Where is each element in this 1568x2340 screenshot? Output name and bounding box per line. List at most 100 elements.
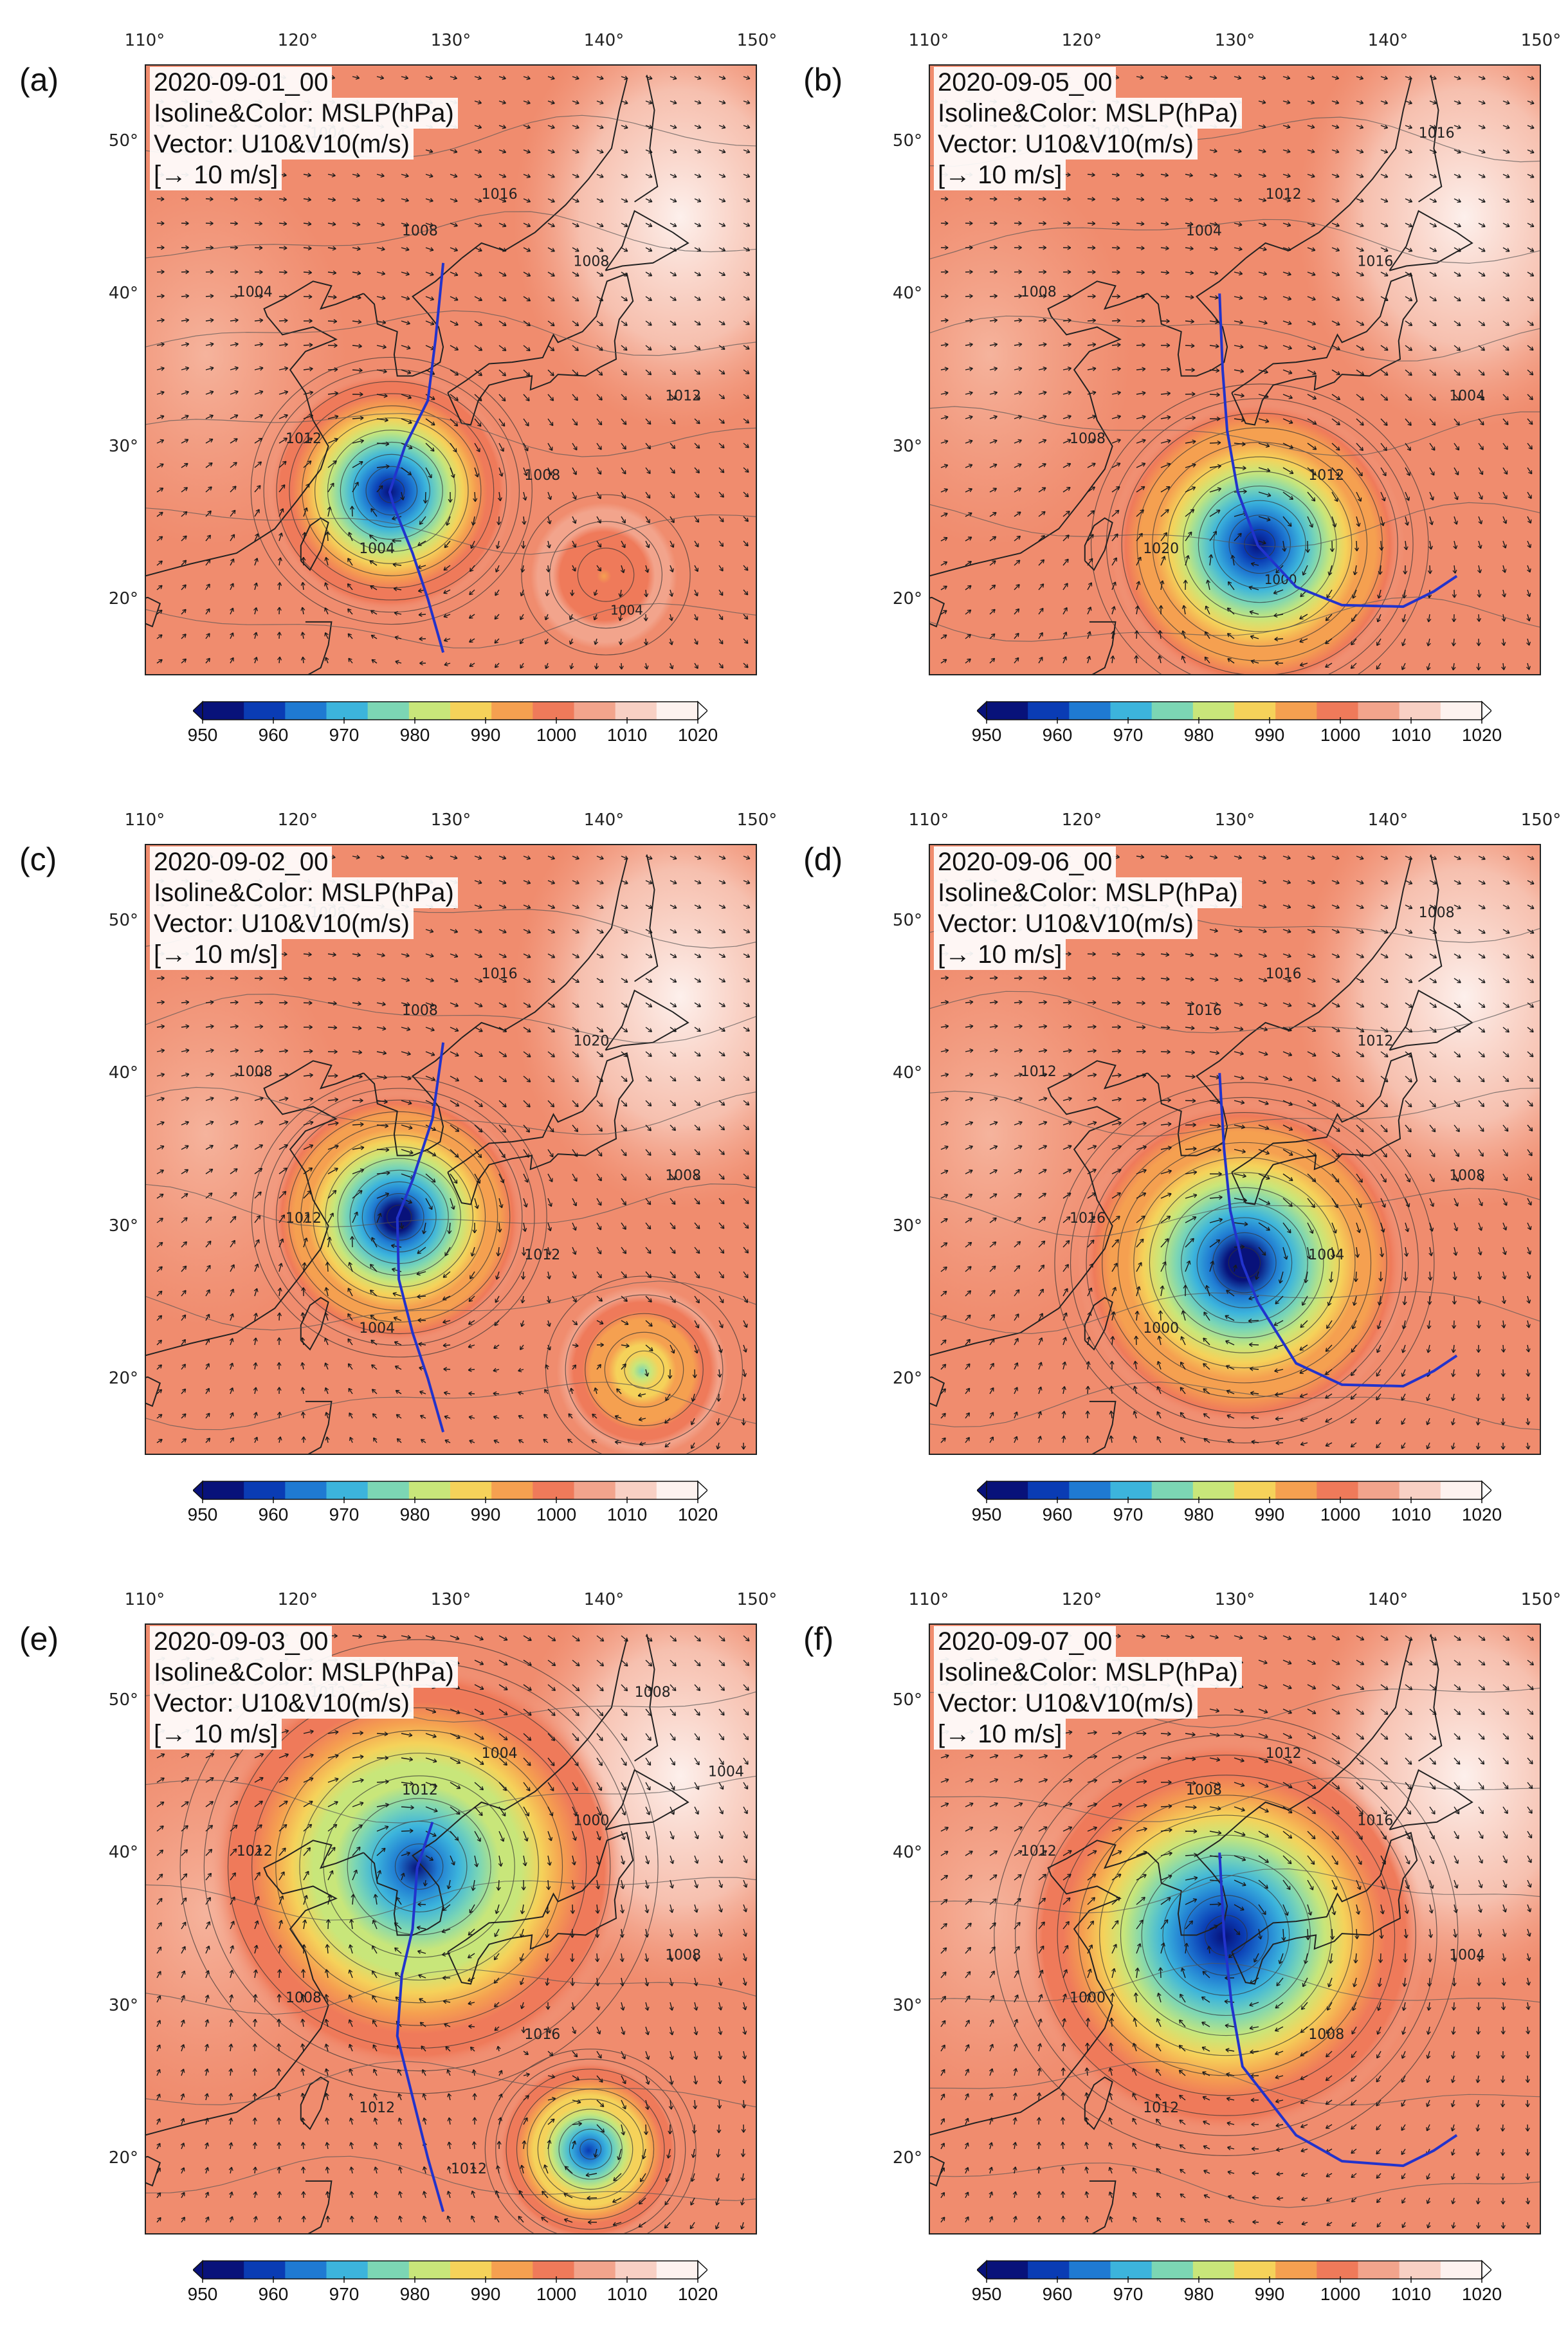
wind-arrowhead — [1142, 390, 1146, 396]
wind-arrowhead — [478, 372, 482, 376]
wind-arrowhead — [502, 347, 507, 351]
wind-vector — [1380, 978, 1389, 983]
wind-arrowhead — [1265, 1150, 1270, 1155]
wind-vector — [743, 247, 750, 251]
wind-vector — [1062, 295, 1071, 297]
wind-arrowhead — [1018, 318, 1023, 323]
wind-arrowhead — [597, 470, 602, 475]
wind-arrowhead — [721, 953, 726, 958]
wind-arrowhead — [455, 1052, 459, 1057]
wind-vector — [450, 1002, 459, 1007]
wind-vector — [1478, 540, 1482, 549]
wind-vector — [1405, 1051, 1412, 1057]
wind-vector — [327, 1099, 338, 1101]
wind-arrowhead — [282, 172, 287, 178]
wind-vector — [1380, 271, 1389, 277]
wind-arrowhead — [1043, 390, 1047, 396]
wind-arrowhead — [1093, 1097, 1097, 1102]
wind-arrowhead — [1356, 1229, 1362, 1234]
wind-arrowhead — [1086, 655, 1091, 660]
wind-vector — [645, 978, 653, 983]
wind-vector — [1478, 978, 1486, 983]
wind-arrowhead — [994, 1097, 998, 1102]
wind-vector — [1282, 100, 1291, 104]
wind-vector — [1282, 271, 1291, 275]
wind-arrowhead — [160, 1145, 165, 1150]
wind-vector — [474, 296, 482, 301]
longitude-label: 120° — [277, 810, 318, 830]
wind-vector — [1160, 198, 1169, 201]
wind-arrowhead — [1068, 1048, 1072, 1054]
wind-arrowhead — [405, 246, 410, 251]
wind-vector — [1307, 320, 1316, 325]
wind-arrowhead — [575, 954, 579, 958]
wind-vector — [1258, 369, 1268, 373]
wind-vector — [254, 1362, 257, 1370]
wind-arrowhead — [1264, 394, 1269, 399]
wind-arrowhead — [209, 390, 214, 395]
wind-arrowhead — [1350, 664, 1355, 669]
wind-arrowhead — [1335, 880, 1340, 885]
wind-arrowhead — [495, 1299, 499, 1303]
wind-vector — [718, 1222, 725, 1229]
wind-arrowhead — [1384, 1053, 1389, 1057]
colorbar: 950 960 970 980 990 1000 1010 1020 — [0, 1477, 784, 1529]
wind-arrowhead — [969, 221, 973, 226]
colorbar-segment — [1275, 702, 1317, 720]
wind-arrowhead — [647, 1176, 652, 1181]
wind-vector — [743, 125, 751, 129]
wind-vector — [1307, 198, 1315, 202]
wind-vector — [940, 320, 949, 322]
wind-arrowhead — [309, 1048, 313, 1054]
wind-vector — [1249, 611, 1259, 615]
wind-arrowhead — [408, 1199, 413, 1204]
wind-arrowhead — [255, 1239, 260, 1244]
wind-arrowhead — [624, 198, 628, 203]
wind-vector — [1331, 149, 1340, 153]
wind-vector — [718, 1344, 722, 1353]
wind-vector — [1331, 1222, 1336, 1234]
wind-vector — [498, 855, 506, 859]
wind-vector — [1234, 1051, 1244, 1055]
wind-arrowhead — [643, 617, 648, 621]
wind-vector — [327, 392, 338, 395]
wind-vector — [1356, 174, 1364, 178]
wind-arrowhead — [721, 1003, 726, 1007]
wind-arrowhead — [622, 1176, 627, 1181]
wind-arrowhead — [1312, 1052, 1317, 1057]
wind-arrowhead — [1481, 347, 1485, 351]
wind-arrowhead — [430, 321, 435, 325]
wind-vector — [523, 198, 531, 203]
wind-vector — [1405, 880, 1413, 884]
wind-vector — [156, 585, 163, 590]
wind-arrowhead — [1275, 661, 1279, 666]
wind-vector — [327, 506, 331, 517]
wind-vector — [694, 1295, 700, 1304]
wind-vector — [474, 320, 482, 326]
wind-arrowhead — [185, 293, 190, 298]
wind-arrowhead — [597, 1226, 602, 1230]
wind-arrowhead — [1311, 321, 1317, 325]
wind-arrowhead — [405, 855, 409, 860]
wind-arrowhead — [695, 1324, 700, 1329]
wind-vector — [401, 394, 412, 399]
wind-arrowhead — [721, 978, 726, 983]
wind-arrowhead — [1336, 978, 1340, 983]
wind-vector — [670, 394, 676, 400]
wind-vector — [1307, 174, 1315, 178]
wind-vector — [348, 1388, 353, 1394]
wind-vector — [716, 1442, 720, 1450]
wind-arrowhead — [1141, 1215, 1145, 1220]
wind-vector — [376, 466, 390, 468]
wind-arrowhead — [1286, 197, 1291, 203]
wind-arrowhead — [385, 1147, 390, 1153]
wind-arrowhead — [1226, 607, 1232, 612]
wind-arrowhead — [370, 1315, 375, 1319]
wind-vector — [156, 536, 163, 542]
wind-arrowhead — [1299, 615, 1304, 619]
wind-vector — [621, 1344, 630, 1347]
wind-arrowhead — [1408, 248, 1413, 252]
wind-arrowhead — [720, 1249, 725, 1254]
wind-arrowhead — [1140, 1238, 1144, 1243]
wind-vector — [181, 1438, 187, 1443]
